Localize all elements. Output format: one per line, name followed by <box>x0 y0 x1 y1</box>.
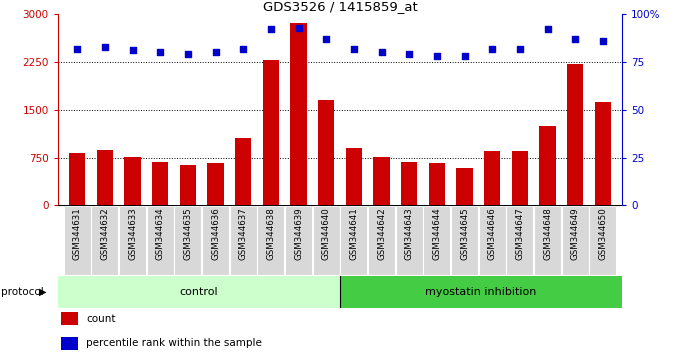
Bar <box>64 206 90 275</box>
Text: GSM344647: GSM344647 <box>515 207 524 260</box>
Text: percentile rank within the sample: percentile rank within the sample <box>86 338 262 348</box>
Bar <box>594 102 611 205</box>
Text: GSM344645: GSM344645 <box>460 207 469 260</box>
Point <box>155 50 166 55</box>
Bar <box>180 165 196 205</box>
Bar <box>61 312 78 325</box>
Bar <box>507 206 533 275</box>
Bar <box>285 206 312 275</box>
Text: control: control <box>180 287 218 297</box>
Text: GSM344637: GSM344637 <box>239 207 248 260</box>
Bar <box>539 126 556 205</box>
Bar <box>207 163 224 205</box>
Bar <box>567 64 583 205</box>
Title: GDS3526 / 1415859_at: GDS3526 / 1415859_at <box>262 0 418 13</box>
Bar <box>562 206 589 275</box>
Point <box>265 27 276 32</box>
Point <box>431 53 442 59</box>
Bar <box>58 276 340 308</box>
Point <box>459 53 470 59</box>
Bar <box>396 206 423 275</box>
Bar <box>534 206 561 275</box>
Bar <box>451 206 478 275</box>
Bar <box>428 163 445 205</box>
Bar <box>152 162 169 205</box>
Bar <box>147 206 173 275</box>
Point <box>238 46 249 51</box>
Bar <box>290 23 307 205</box>
Text: GSM344632: GSM344632 <box>101 207 109 260</box>
Point <box>210 50 221 55</box>
Bar <box>401 162 418 205</box>
Text: myostatin inhibition: myostatin inhibition <box>426 287 537 297</box>
Bar <box>257 206 284 275</box>
Point <box>348 46 359 51</box>
Text: GSM344642: GSM344642 <box>377 207 386 260</box>
Text: GSM344641: GSM344641 <box>350 207 358 260</box>
Bar <box>97 150 113 205</box>
Bar <box>124 157 141 205</box>
Point <box>570 36 581 42</box>
Bar <box>345 148 362 205</box>
Bar <box>479 206 506 275</box>
Text: GSM344644: GSM344644 <box>432 207 441 260</box>
Bar <box>174 206 201 275</box>
Bar <box>91 206 118 275</box>
Text: count: count <box>86 314 116 324</box>
Bar <box>590 206 616 275</box>
Bar <box>119 206 146 275</box>
Bar <box>230 206 257 275</box>
Bar <box>484 151 500 205</box>
Point <box>182 51 193 57</box>
Point <box>514 46 525 51</box>
Text: ▶: ▶ <box>39 287 46 297</box>
Point <box>376 50 387 55</box>
Point <box>487 46 498 51</box>
Bar <box>69 153 86 205</box>
Text: GSM344643: GSM344643 <box>405 207 413 260</box>
Bar <box>368 206 395 275</box>
Text: GSM344631: GSM344631 <box>73 207 82 260</box>
Bar <box>262 60 279 205</box>
Bar <box>340 276 622 308</box>
Text: GSM344634: GSM344634 <box>156 207 165 260</box>
Text: GSM344649: GSM344649 <box>571 207 579 260</box>
Bar <box>456 168 473 205</box>
Bar <box>423 206 450 275</box>
Point <box>542 27 553 32</box>
Point <box>404 51 415 57</box>
Point <box>598 38 609 44</box>
Bar <box>313 206 340 275</box>
Bar <box>511 151 528 205</box>
Text: GSM344635: GSM344635 <box>184 207 192 260</box>
Bar <box>340 206 367 275</box>
Bar <box>202 206 229 275</box>
Bar <box>235 138 252 205</box>
Bar <box>318 100 335 205</box>
Text: GSM344650: GSM344650 <box>598 207 607 260</box>
Text: GSM344636: GSM344636 <box>211 207 220 260</box>
Point <box>71 46 82 51</box>
Text: GSM344646: GSM344646 <box>488 207 496 260</box>
Point <box>99 44 110 50</box>
Point <box>127 48 138 53</box>
Text: GSM344648: GSM344648 <box>543 207 552 260</box>
Text: protocol: protocol <box>1 287 44 297</box>
Bar <box>61 337 78 350</box>
Text: GSM344638: GSM344638 <box>267 207 275 260</box>
Text: GSM344640: GSM344640 <box>322 207 330 260</box>
Text: GSM344639: GSM344639 <box>294 207 303 260</box>
Text: GSM344633: GSM344633 <box>128 207 137 260</box>
Point <box>321 36 332 42</box>
Bar <box>373 157 390 205</box>
Point <box>293 25 304 30</box>
